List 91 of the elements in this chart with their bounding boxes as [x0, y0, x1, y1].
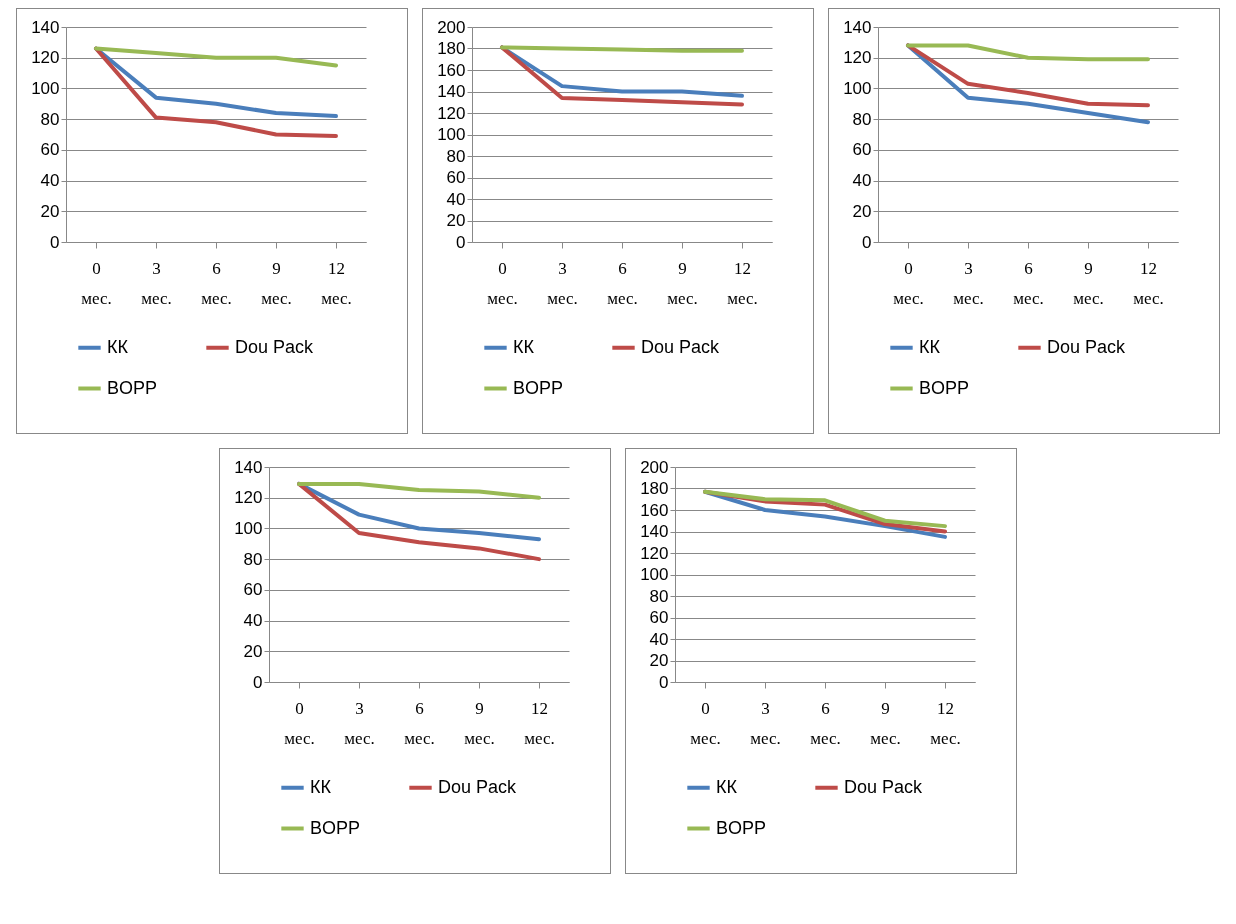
y-tick-label: 140 [31, 17, 60, 37]
y-tick-label: 80 [446, 146, 466, 166]
legend-label: Dou Pack [641, 336, 721, 357]
y-tick-label: 100 [234, 518, 263, 538]
y-tick-label: 0 [253, 672, 263, 692]
y-tick-label: 180 [437, 39, 466, 58]
y-tick-label: 60 [40, 140, 60, 160]
legend-label: Dou Pack [844, 776, 924, 797]
x-tick-label: 6 мес. [607, 258, 638, 308]
y-tick-label: 100 [640, 565, 669, 584]
y-tick-label: 120 [437, 103, 466, 123]
x-tick-label: 0 мес. [284, 698, 315, 748]
x-tick-label: 12 мес. [727, 258, 758, 308]
y-tick-label: 180 [640, 479, 669, 498]
x-tick-label: 6 мес. [810, 698, 841, 748]
y-tick-label: 160 [437, 60, 466, 80]
y-tick-label: 60 [852, 140, 872, 160]
y-tick-label: 60 [243, 580, 263, 600]
y-tick-label: 20 [40, 201, 60, 221]
line-series [94, 46, 338, 68]
y-tick-label: 0 [456, 232, 466, 252]
y-tick-label: 140 [640, 522, 669, 541]
legend-label: КК [919, 336, 941, 357]
y-tick-label: 60 [649, 608, 669, 627]
legend-label: Dou Pack [438, 776, 518, 797]
legend-label: BOPP [716, 817, 767, 838]
x-tick-label: 0 мес. [487, 258, 518, 308]
y-tick-label: 60 [446, 168, 466, 187]
y-tick-label: 100 [437, 125, 466, 144]
y-tick-label: 0 [862, 232, 872, 252]
legend-label: КК [513, 336, 535, 357]
x-tick-label: 0 мес. [690, 698, 721, 748]
x-tick-label: 9 мес. [667, 258, 698, 308]
x-tick-label: 0 мес. [893, 258, 924, 308]
y-tick-label: 20 [446, 211, 466, 230]
line-series [906, 43, 1150, 108]
x-tick-label: 3 мес. [141, 258, 172, 308]
y-tick-label: 120 [843, 48, 872, 68]
y-tick-label: 140 [437, 82, 466, 101]
y-tick-label: 0 [50, 232, 60, 252]
x-tick-label: 9 мес. [464, 698, 495, 748]
y-tick-label: 120 [234, 488, 263, 508]
x-tick-label: 9 мес. [1073, 258, 1104, 308]
x-tick-label: 12 мес. [930, 698, 961, 748]
x-tick-label: 9 мес. [261, 258, 292, 308]
line-series [94, 46, 338, 119]
legend-label: КК [107, 336, 129, 357]
y-tick-label: 140 [234, 457, 263, 477]
y-tick-label: 0 [659, 672, 669, 692]
legend-label: КК [310, 776, 332, 797]
y-tick-label: 100 [31, 78, 60, 98]
y-tick-label: 20 [852, 201, 872, 221]
y-tick-label: 120 [640, 543, 669, 563]
legend-label: BOPP [107, 377, 158, 398]
y-tick-label: 20 [649, 651, 669, 670]
y-tick-label: 200 [437, 17, 466, 37]
legend-label: Dou Pack [235, 336, 315, 357]
legend-label: КК [716, 776, 738, 797]
x-tick-label: 6 мес. [1013, 258, 1044, 308]
y-tick-label: 140 [843, 17, 872, 37]
y-tick-label: 120 [31, 48, 60, 68]
legend-label: Dou Pack [1047, 336, 1127, 357]
line-series [297, 481, 541, 500]
y-tick-label: 80 [649, 586, 669, 606]
legend-label: BOPP [513, 377, 564, 398]
x-tick-label: 3 мес. [547, 258, 578, 308]
legend-label: BOPP [919, 377, 970, 398]
x-tick-label: 0 мес. [81, 258, 112, 308]
y-tick-label: 80 [852, 109, 872, 129]
y-tick-label: 40 [852, 171, 872, 191]
x-tick-label: 3 мес. [953, 258, 984, 308]
y-tick-label: 20 [243, 641, 263, 661]
y-tick-label: 40 [649, 629, 669, 649]
x-tick-label: 12 мес. [321, 258, 352, 308]
y-tick-label: 160 [640, 500, 669, 520]
x-tick-label: 9 мес. [870, 698, 901, 748]
y-tick-label: 100 [843, 78, 872, 98]
x-tick-label: 12 мес. [524, 698, 555, 748]
line-series [94, 46, 338, 139]
legend-label: BOPP [310, 817, 361, 838]
x-tick-label: 6 мес. [201, 258, 232, 308]
x-tick-label: 6 мес. [404, 698, 435, 748]
y-tick-label: 40 [446, 189, 466, 209]
y-tick-label: 80 [40, 109, 60, 129]
x-tick-label: 12 мес. [1133, 258, 1164, 308]
y-tick-label: 200 [640, 457, 669, 477]
y-tick-label: 80 [243, 549, 263, 569]
x-tick-label: 3 мес. [344, 698, 375, 748]
y-tick-label: 40 [40, 171, 60, 191]
y-tick-label: 40 [243, 611, 263, 631]
x-tick-label: 3 мес. [750, 698, 781, 748]
